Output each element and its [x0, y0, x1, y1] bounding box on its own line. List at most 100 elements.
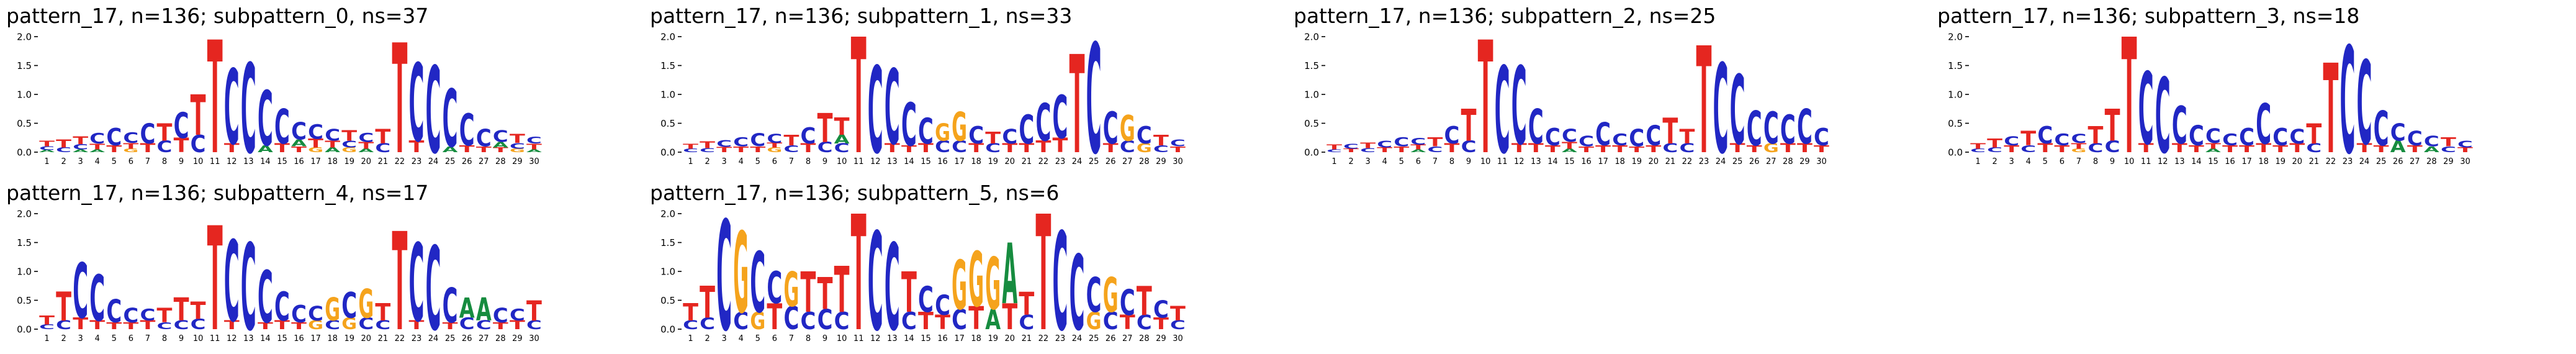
x-tick-label: 6: [772, 334, 777, 343]
logo-letter-T: T: [968, 142, 984, 155]
x-tick-label: 18: [971, 157, 981, 166]
logo-letter-T: T: [2189, 143, 2204, 155]
logo-letter-A: A: [325, 147, 340, 154]
logo-letter-C: C: [952, 138, 967, 156]
plot-title: pattern_17, n=136; subpattern_5, ns=6: [650, 181, 1060, 205]
logo-letter-T: T: [73, 315, 89, 333]
logo-letter-C: C: [1461, 138, 1477, 156]
x-tick-label: 25: [1089, 334, 1099, 343]
x-tick-label: 23: [1699, 157, 1709, 166]
x-tick-label: 19: [344, 334, 354, 343]
logo-letter-G: G: [1120, 108, 1135, 149]
logo-letter-T: T: [207, 206, 223, 348]
logo-letter-T: T: [1019, 142, 1035, 155]
logo-letter-T: T: [358, 140, 374, 151]
logo-letter-T: T: [2054, 143, 2069, 155]
logo-letter-C: C: [1137, 121, 1152, 149]
y-tick-label: 1.0: [17, 89, 32, 100]
logo-letter-T: T: [1120, 311, 1136, 334]
y-tick-label: 0.5: [660, 118, 675, 129]
logo-letter-C: C: [1763, 104, 1779, 154]
x-tick-label: 10: [193, 334, 204, 343]
logo-letter-C: C: [157, 138, 173, 156]
x-tick-label: 19: [988, 334, 998, 343]
logo-letter-C: C: [459, 315, 475, 333]
logo-letter-C: C: [935, 138, 950, 156]
x-tick-label: 2: [1348, 157, 1353, 166]
logo-letter-C: C: [426, 223, 441, 348]
logo-letter-T: T: [1410, 143, 1426, 151]
logo-letter-C: C: [1427, 145, 1443, 154]
logo-letter-C: C: [1646, 119, 1661, 152]
logo-letter-A: A: [89, 148, 105, 153]
logo-letter-T: T: [1103, 142, 1119, 155]
x-tick-label: 10: [2124, 157, 2135, 166]
x-tick-label: 15: [277, 157, 287, 166]
logo-letter-G: G: [1086, 307, 1102, 335]
logo-letter-C: C: [2457, 138, 2473, 150]
logo-letter-C: C: [885, 48, 900, 168]
logo-letter-C: C: [375, 142, 390, 155]
logo-letter-C: C: [123, 130, 138, 147]
logo-letter-T: T: [968, 301, 984, 337]
logo-letter-G: G: [358, 281, 374, 327]
x-tick-label: 1: [688, 157, 693, 166]
logo-letter-T: T: [2374, 143, 2389, 155]
x-tick-label: 12: [1514, 157, 1524, 166]
x-tick-label: 30: [2460, 157, 2470, 166]
plot-title: pattern_17, n=136; subpattern_4, ns=17: [6, 181, 429, 205]
x-tick-label: 29: [1156, 157, 1166, 166]
logo-letter-C: C: [1326, 148, 1342, 153]
y-tick-label: 1.5: [1948, 60, 1963, 71]
logo-letter-C: C: [443, 73, 458, 166]
logo-letter-T: T: [750, 145, 766, 154]
logo-letter-C: C: [291, 117, 307, 145]
x-tick-label: 17: [1598, 157, 1608, 166]
logo-letter-C: C: [801, 124, 816, 150]
logo-letter-C: C: [1612, 131, 1628, 149]
logo-letter-C: C: [1970, 148, 1986, 153]
plot-title: pattern_17, n=136; subpattern_1, ns=33: [650, 4, 1073, 28]
x-tick-label: 27: [479, 334, 489, 343]
logo-letter-A: A: [443, 145, 459, 154]
x-tick-label: 5: [112, 334, 117, 343]
logo-cell-0: pattern_17, n=136; subpattern_0, ns=37 0.…: [0, 0, 644, 177]
logo-letter-C: C: [868, 42, 883, 171]
logo-letter-T: T: [1646, 143, 1661, 155]
logo-letter-T: T: [716, 145, 732, 154]
x-tick-label: 2: [705, 157, 709, 166]
x-tick-label: 24: [1072, 334, 1083, 343]
logo-letter-T: T: [1002, 142, 1018, 155]
logo-letter-C: C: [426, 42, 441, 171]
x-tick-label: 30: [1816, 157, 1827, 166]
x-tick-label: 16: [1581, 157, 1592, 166]
sequence-logo: 0.00.51.01.52.01 2 3 4 5 6 7 8 9 10 11 12 13 14 15 16 17…: [17, 206, 542, 348]
y-tick-label: 0.5: [17, 295, 32, 306]
logo-letter-A: A: [1002, 226, 1017, 323]
x-tick-label: 22: [2326, 157, 2336, 166]
logo-letter-G: G: [510, 148, 525, 153]
logo-letter-G: G: [985, 243, 1001, 326]
x-tick-label: 1: [1331, 157, 1336, 166]
x-tick-label: 10: [837, 334, 847, 343]
logo-letter-T: T: [683, 298, 698, 326]
logo-letter-T: T: [1612, 143, 1628, 155]
logo-letter-G: G: [308, 319, 323, 332]
x-tick-label: 6: [128, 157, 133, 166]
logo-letter-T: T: [1170, 145, 1186, 154]
logo-letter-T: T: [2457, 147, 2473, 154]
y-tick-label: 2.0: [660, 208, 675, 219]
logo-letter-C: C: [767, 132, 782, 146]
logo-letter-C: C: [1002, 125, 1017, 148]
x-tick-label: 24: [2359, 157, 2370, 166]
x-tick-label: 19: [344, 157, 354, 166]
x-tick-label: 14: [1547, 157, 1558, 166]
logo-cell-3: pattern_17, n=136; subpattern_3, ns=18 0.…: [1931, 0, 2575, 177]
logo-letter-C: C: [2374, 102, 2389, 157]
logo-letter-C: C: [1103, 307, 1119, 335]
logo-letter-T: T: [157, 304, 173, 327]
logo-letter-T: T: [191, 84, 206, 148]
logo-letter-C: C: [1495, 42, 1510, 171]
logo-letter-C: C: [2239, 123, 2254, 151]
